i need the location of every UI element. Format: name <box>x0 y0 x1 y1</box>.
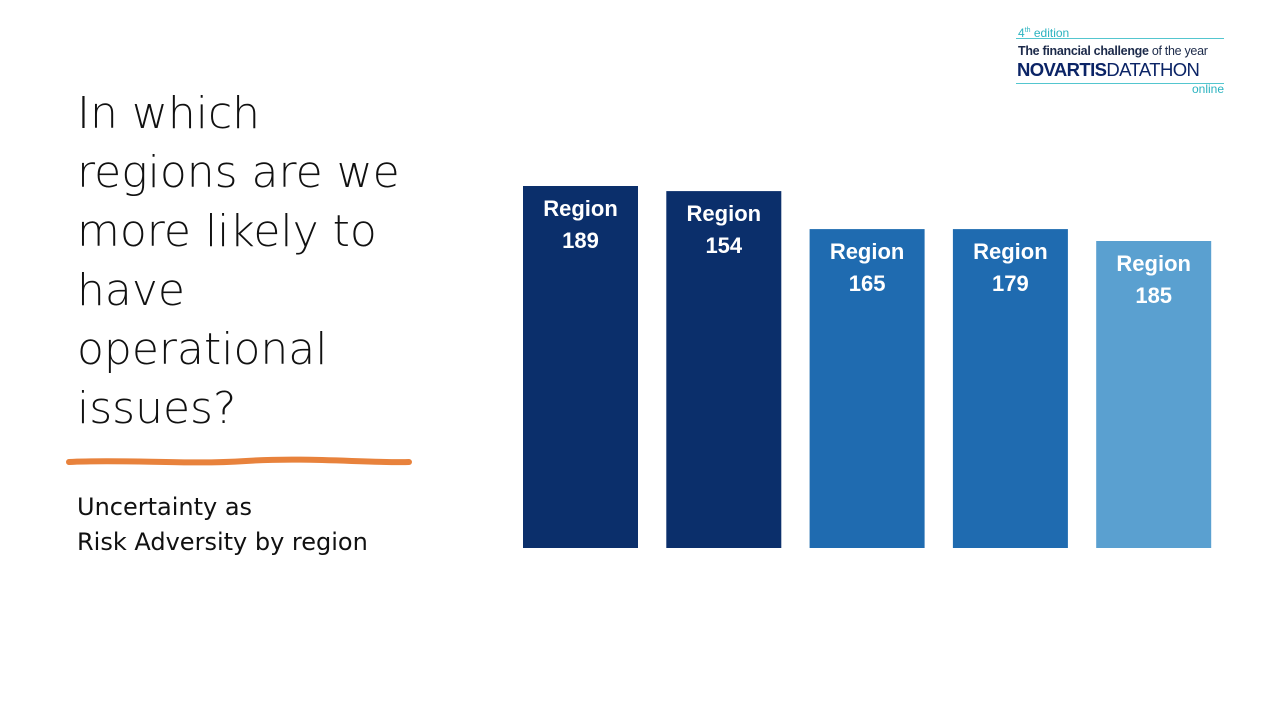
bar <box>666 191 782 548</box>
bar-label: Region 154 <box>687 201 762 258</box>
bar-label: Region 189 <box>543 196 618 253</box>
logo-brand: NOVARTISDATATHON <box>1017 59 1200 80</box>
slide-subtitle: Uncertainty as Risk Adversity by region <box>77 490 457 560</box>
title-line: In which <box>77 88 261 139</box>
title-line: operational <box>77 324 328 375</box>
bar <box>523 186 638 548</box>
bar-label: Region 185 <box>1116 251 1191 308</box>
subtitle-line: Risk Adversity by region <box>77 528 368 556</box>
bar <box>809 229 925 548</box>
bar <box>952 229 1068 548</box>
logo-rule-top <box>1016 38 1224 39</box>
title-underline <box>66 456 412 466</box>
logo-online: online <box>1191 82 1224 96</box>
logo-tagline: The financial challenge of the year <box>1018 44 1208 58</box>
title-line: regions are we <box>77 147 400 198</box>
logo-edition: 4th edition <box>1018 26 1070 40</box>
slide-title: In which regions are we more likely to h… <box>77 84 422 438</box>
bar-label: Region 179 <box>973 239 1048 296</box>
logo-rule-bottom <box>1016 83 1224 84</box>
subtitle-line: Uncertainty as <box>77 493 253 521</box>
bar-label: Region 165 <box>830 239 905 296</box>
bar <box>1096 241 1212 548</box>
novartis-datathon-logo: 4th edition The financial challenge of t… <box>1016 24 1226 98</box>
title-line: issues? <box>77 383 237 434</box>
title-line: have <box>77 265 185 316</box>
title-line: more likely to <box>77 206 377 257</box>
